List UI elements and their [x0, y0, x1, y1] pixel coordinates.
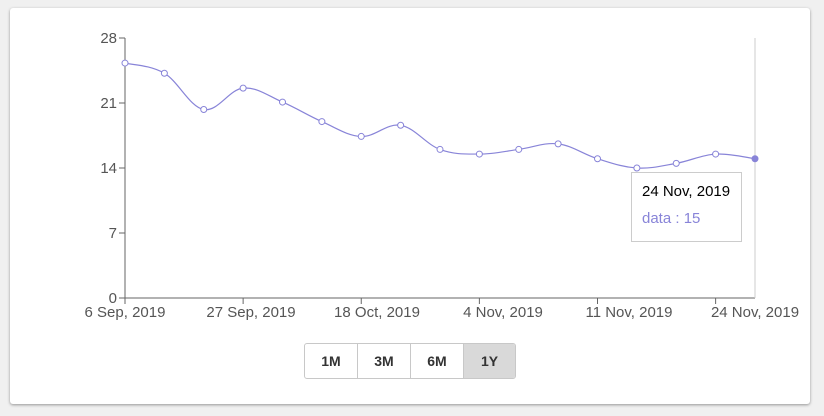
- y-tick-label: 28: [100, 30, 117, 47]
- data-point[interactable]: [239, 84, 247, 92]
- data-point[interactable]: [672, 159, 680, 167]
- range-button-6m[interactable]: 6M: [411, 344, 464, 378]
- y-tick-label: 7: [109, 225, 117, 242]
- data-point[interactable]: [160, 69, 168, 77]
- x-axis: 6 Sep, 2019 27 Sep, 2019 18 Oct, 2019 4 Nov…: [85, 297, 799, 321]
- range-selector: 1M 3M 6M 1Y: [304, 343, 516, 379]
- data-point[interactable]: [397, 121, 405, 129]
- x-tick-label: 24 Nov, 2019: [711, 304, 799, 321]
- data-point[interactable]: [357, 132, 365, 140]
- data-point[interactable]: [594, 155, 601, 163]
- data-point[interactable]: [318, 118, 326, 126]
- line-chart: 0 7 14 21 28 6 Sep, 2019 27 Sep, 2019 18 Oct, …: [85, 30, 800, 321]
- data-point[interactable]: [279, 98, 286, 106]
- range-button-1m[interactable]: 1M: [305, 344, 358, 378]
- data-point[interactable]: [633, 164, 641, 172]
- x-tick-label: 27 Sep, 2019: [206, 304, 295, 321]
- y-tick-label: 21: [100, 95, 117, 112]
- x-tick-label: 18 Oct, 2019: [334, 304, 420, 321]
- x-tick-label: 4 Nov, 2019: [463, 304, 543, 321]
- range-button-1y[interactable]: 1Y: [464, 344, 515, 378]
- data-point[interactable]: [200, 106, 208, 113]
- tooltip-value: data : 15: [642, 210, 701, 227]
- data-points: [121, 59, 759, 172]
- data-point[interactable]: [712, 150, 720, 158]
- y-tick-label: 0: [109, 290, 117, 307]
- data-point[interactable]: [475, 150, 483, 158]
- tooltip-date: 24 Nov, 2019: [642, 183, 731, 200]
- data-point[interactable]: [121, 59, 129, 67]
- chart-tooltip: 24 Nov, 2019 data : 15: [631, 172, 742, 242]
- data-point[interactable]: [554, 140, 562, 148]
- range-button-3m[interactable]: 3M: [358, 344, 411, 378]
- x-tick-label: 6 Sep, 2019: [85, 304, 166, 321]
- y-axis: 0 7 14 21 28: [100, 30, 126, 307]
- active-data-point[interactable]: [751, 155, 759, 163]
- data-point[interactable]: [436, 145, 444, 153]
- data-point[interactable]: [515, 145, 523, 153]
- y-tick-label: 14: [100, 160, 117, 177]
- x-tick-label: 11 Nov, 2019: [585, 304, 672, 321]
